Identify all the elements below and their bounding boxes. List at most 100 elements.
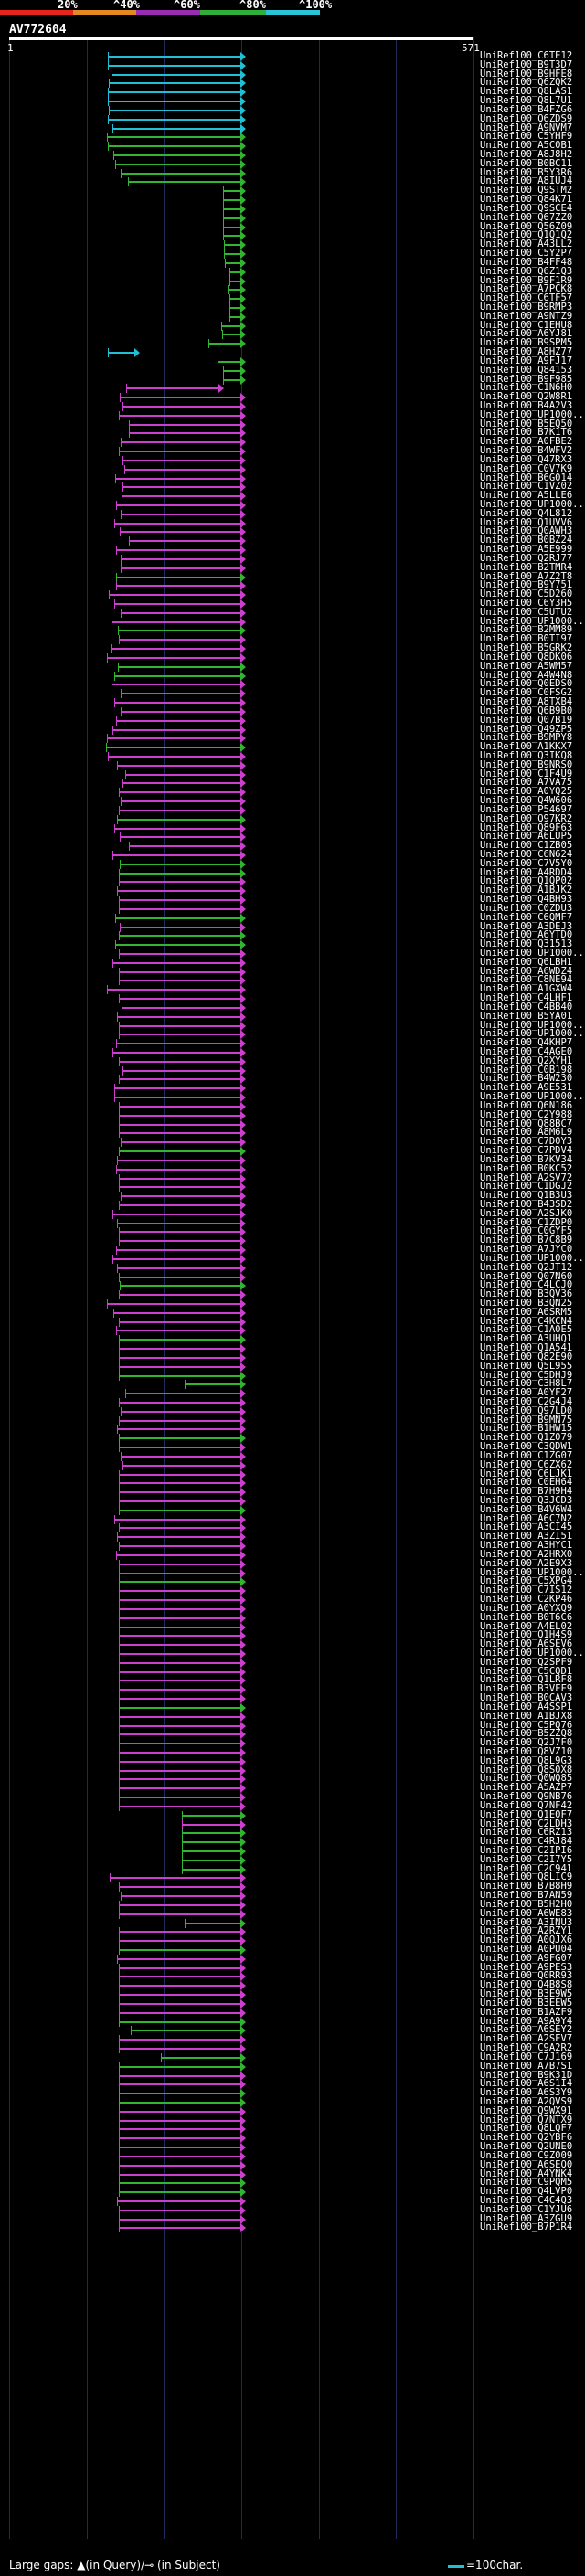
hit-row[interactable]: UniRef100_A4RDD4 — [0, 867, 585, 879]
hit-row[interactable]: UniRef100_B0CAV3 — [0, 1692, 585, 1704]
hit-label[interactable]: UniRef100_B0KC52 — [480, 1163, 573, 1174]
hit-row[interactable]: UniRef100_Q84153 — [0, 365, 585, 376]
hit-row[interactable]: UniRef100_A7PCK8 — [0, 283, 585, 295]
hit-label[interactable]: UniRef100_Q67ZZ0 — [480, 212, 573, 223]
hit-label[interactable]: UniRef100_B5GRK2 — [480, 642, 573, 653]
hit-label[interactable]: UniRef100_C0B198 — [480, 1065, 573, 1076]
hit-row[interactable]: UniRef100_A5AZP7 — [0, 1782, 585, 1794]
hit-row[interactable]: UniRef100_A1BJX8 — [0, 1711, 585, 1723]
hit-row[interactable]: UniRef100_A2SV72 — [0, 1172, 585, 1184]
hit-label[interactable]: UniRef100_A6C7N2 — [480, 1513, 573, 1524]
hit-row[interactable]: UniRef100_B9MN75 — [0, 1415, 585, 1426]
hit-label[interactable]: UniRef100_A1KKX7 — [480, 741, 573, 752]
hit-label[interactable]: UniRef100_C3QDW1 — [480, 1441, 573, 1452]
hit-row[interactable]: UniRef100_A0YF27 — [0, 1387, 585, 1399]
hit-label[interactable]: UniRef100_Q5L955 — [480, 1361, 573, 1372]
hit-label[interactable]: UniRef100_A9FJ17 — [480, 355, 573, 366]
hit-label[interactable]: UniRef100_C7D0Y3 — [480, 1136, 573, 1147]
hit-label[interactable]: UniRef100_A1BJK2 — [480, 885, 573, 896]
hit-label[interactable]: UniRef100_Q88BC7 — [480, 1118, 573, 1129]
hit-row[interactable]: UniRef100_B4A2V3 — [0, 400, 585, 412]
hit-row[interactable]: UniRef100_C4LCJ0 — [0, 1279, 585, 1291]
hit-row[interactable]: UniRef100_C1VZ02 — [0, 481, 585, 493]
hit-row[interactable]: UniRef100_Q97LD0 — [0, 1405, 585, 1417]
hit-label[interactable]: UniRef100_Q9WX91 — [480, 2105, 573, 2116]
hit-label[interactable]: UniRef100_UP1000... — [480, 616, 585, 627]
hit-row[interactable]: UniRef100_C0FSG2 — [0, 687, 585, 699]
hit-label[interactable]: UniRef100_B0BC11 — [480, 158, 573, 169]
hit-row[interactable]: UniRef100_C7PDV4 — [0, 1145, 585, 1157]
hit-label[interactable]: UniRef100_UP1000... — [480, 1028, 585, 1039]
hit-row[interactable]: UniRef100_A7Z2T8 — [0, 571, 585, 583]
hit-label[interactable]: UniRef100_A6WE83 — [480, 1908, 573, 1919]
hit-row[interactable]: UniRef100_A3ZI51 — [0, 1531, 585, 1542]
hit-row[interactable]: UniRef100_B5GRK2 — [0, 642, 585, 654]
hit-row[interactable]: UniRef100_Q9SCE4 — [0, 203, 585, 215]
hit-label[interactable]: UniRef100_B7H9H4 — [480, 1486, 573, 1497]
hit-label[interactable]: UniRef100_A3ZI51 — [480, 1531, 573, 1542]
hit-row[interactable]: UniRef100_Q1UVV6 — [0, 517, 585, 529]
hit-row[interactable]: UniRef100_B0BC11 — [0, 158, 585, 170]
hit-row[interactable]: UniRef100_A2RZY1 — [0, 1925, 585, 1937]
hit-row[interactable]: UniRef100_Q89F63 — [0, 822, 585, 834]
hit-label[interactable]: UniRef100_Q4KHP7 — [480, 1037, 573, 1048]
hit-label[interactable]: UniRef100_A6SRM5 — [480, 1307, 573, 1318]
hit-label[interactable]: UniRef100_C1F4U9 — [480, 769, 573, 779]
hit-row[interactable]: UniRef100_UP1000... — [0, 616, 585, 628]
hit-row[interactable]: UniRef100_C1YJU6 — [0, 2204, 585, 2216]
hit-row[interactable]: UniRef100_A2SJK0 — [0, 1208, 585, 1220]
hit-row[interactable]: UniRef100_B7K1T6 — [0, 427, 585, 439]
hit-label[interactable]: UniRef100_Q0AWH3 — [480, 525, 573, 536]
hit-row[interactable]: UniRef100_C1EHU8 — [0, 320, 585, 332]
hit-row[interactable]: UniRef100_A3ZGU9 — [0, 2213, 585, 2225]
hit-label[interactable]: UniRef100_Q4LVP0 — [480, 2186, 573, 2197]
hit-label[interactable]: UniRef100_A4EL02 — [480, 1621, 573, 1632]
hit-row[interactable]: UniRef100_B4FF48 — [0, 257, 585, 269]
hit-row[interactable]: UniRef100_Q5L955 — [0, 1361, 585, 1373]
hit-row[interactable]: UniRef100_A6WDZ4 — [0, 966, 585, 978]
hit-row[interactable]: UniRef100_Q7NF42 — [0, 1800, 585, 1812]
hit-label[interactable]: UniRef100_B5YA01 — [480, 1011, 573, 1022]
hit-row[interactable]: UniRef100_A3HYC1 — [0, 1540, 585, 1552]
hit-row[interactable]: UniRef100_P54697 — [0, 804, 585, 816]
hit-label[interactable]: UniRef100_B5H2H0 — [480, 1899, 573, 1910]
hit-label[interactable]: UniRef100_B5Y3R6 — [480, 167, 573, 178]
hit-row[interactable]: UniRef100_C2I7Y5 — [0, 1854, 585, 1866]
hit-row[interactable]: UniRef100_Q1Q1Q2 — [0, 229, 585, 241]
hit-label[interactable]: UniRef100_Q8LAS1 — [480, 86, 573, 97]
hit-row[interactable]: UniRef100_C6N624 — [0, 849, 585, 861]
hit-row[interactable]: UniRef100_Q1QP02 — [0, 875, 585, 887]
hit-row[interactable]: UniRef100_UP1000... — [0, 1253, 585, 1265]
hit-row[interactable]: UniRef100_B9F985 — [0, 374, 585, 386]
hit-row[interactable]: UniRef100_C7D0Y3 — [0, 1136, 585, 1148]
hit-label[interactable]: UniRef100_C0V7K9 — [480, 463, 573, 474]
hit-label[interactable]: UniRef100_A9A9Y4 — [480, 2016, 573, 2027]
hit-label[interactable]: UniRef100_C5PQ76 — [480, 1720, 573, 1731]
hit-label[interactable]: UniRef100_Q0EDS0 — [480, 678, 573, 689]
hit-label[interactable]: UniRef100_A8TXB4 — [480, 696, 573, 707]
hit-label[interactable]: UniRef100_C5Y2P7 — [480, 248, 573, 259]
hit-row[interactable]: UniRef100_C1ZB05 — [0, 840, 585, 852]
hit-label[interactable]: UniRef100_B0BZ24 — [480, 535, 573, 546]
hit-row[interactable]: UniRef100_C2KP46 — [0, 1594, 585, 1606]
hit-label[interactable]: UniRef100_C5CQD1 — [480, 1666, 573, 1677]
hit-label[interactable]: UniRef100_B3EEW5 — [480, 1998, 573, 2009]
hit-row[interactable]: UniRef100_B7H9H4 — [0, 1486, 585, 1498]
hit-label[interactable]: UniRef100_C4KCN4 — [480, 1316, 573, 1327]
hit-row[interactable]: UniRef100_Q8VZ10 — [0, 1746, 585, 1758]
hit-row[interactable]: UniRef100_Q0WQ85 — [0, 1773, 585, 1785]
hit-label[interactable]: UniRef100_A9FG07 — [480, 1953, 573, 1964]
hit-label[interactable]: UniRef100_A7VA75 — [480, 777, 573, 788]
hit-label[interactable]: UniRef100_A4W4N8 — [480, 670, 573, 681]
hit-row[interactable]: UniRef100_A4EL02 — [0, 1621, 585, 1633]
hit-label[interactable]: UniRef100_Q49ZP5 — [480, 724, 573, 735]
hit-row[interactable]: UniRef100_UP1000... — [0, 1091, 585, 1103]
hit-label[interactable]: UniRef100_B5EQ50 — [480, 419, 573, 429]
hit-label[interactable]: UniRef100_B9F985 — [480, 374, 573, 385]
hit-row[interactable]: UniRef100_B1HW15 — [0, 1423, 585, 1435]
hit-label[interactable]: UniRef100_B2TMR4 — [480, 562, 573, 573]
hit-label[interactable]: UniRef100_B6G014 — [480, 472, 573, 483]
hit-label[interactable]: UniRef100_C6TE12 — [480, 50, 573, 61]
hit-row[interactable]: UniRef100_C5XPG4 — [0, 1575, 585, 1587]
hit-row[interactable]: UniRef100_A6YTD0 — [0, 929, 585, 941]
